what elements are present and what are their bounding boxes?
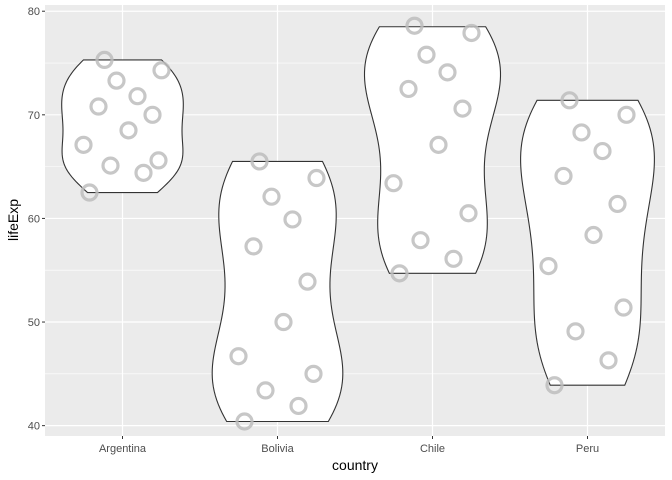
- data-point: [438, 63, 457, 82]
- data-point: [614, 298, 633, 317]
- x-tick-label: Peru: [576, 443, 599, 455]
- data-point: [384, 174, 403, 193]
- data-point: [134, 163, 153, 182]
- data-point: [307, 168, 326, 188]
- data-point: [95, 50, 114, 70]
- data-point: [152, 61, 171, 80]
- data-point: [274, 312, 293, 332]
- data-point: [444, 249, 463, 268]
- data-point: [304, 364, 323, 383]
- x-tick-label: Argentina: [99, 443, 147, 455]
- data-point: [74, 135, 93, 154]
- x-tick-label: Bolivia: [261, 443, 294, 455]
- data-point: [453, 99, 472, 118]
- data-point: [566, 322, 585, 341]
- x-tick-label: Chile: [420, 443, 445, 455]
- data-point: [107, 71, 126, 90]
- y-tick-label: 40: [28, 421, 40, 433]
- data-point: [417, 45, 436, 64]
- data-point: [390, 264, 409, 283]
- x-axis: Argentina Bolivia Chile Peru: [99, 436, 599, 455]
- data-point: [572, 123, 591, 142]
- y-axis: 40 50 60 70 80: [28, 6, 45, 433]
- data-point: [411, 231, 430, 250]
- data-point: [244, 237, 263, 256]
- y-tick-label: 70: [28, 110, 40, 122]
- data-point: [89, 97, 108, 116]
- data-point: [617, 105, 636, 124]
- data-point: [101, 156, 120, 175]
- y-tick-label: 80: [28, 6, 40, 18]
- violin-peru: [520, 99, 655, 386]
- data-point: [149, 151, 168, 170]
- data-point: [560, 91, 579, 110]
- data-point: [459, 204, 478, 223]
- y-axis-title: lifeExp: [5, 199, 21, 241]
- data-point: [235, 412, 254, 431]
- data-point: [429, 135, 448, 154]
- data-point: [143, 105, 162, 124]
- data-point: [80, 183, 99, 202]
- y-tick-label: 50: [28, 317, 40, 329]
- data-point: [599, 351, 618, 370]
- data-point: [545, 376, 564, 395]
- data-points: [74, 16, 636, 431]
- data-point: [119, 121, 138, 140]
- data-point: [554, 166, 573, 186]
- data-point: [256, 381, 275, 400]
- data-point: [229, 347, 248, 366]
- data-point: [539, 256, 558, 276]
- data-point: [399, 79, 418, 99]
- data-point: [462, 23, 481, 43]
- data-point: [128, 87, 147, 106]
- data-point: [289, 396, 308, 416]
- data-point: [262, 187, 281, 206]
- data-point: [593, 141, 612, 161]
- y-tick-label: 60: [28, 213, 40, 225]
- data-point: [608, 194, 627, 214]
- data-point: [584, 225, 603, 245]
- data-point: [298, 272, 317, 291]
- data-point: [283, 210, 302, 229]
- data-point: [405, 16, 424, 35]
- data-point: [250, 152, 269, 171]
- x-axis-title: country: [332, 457, 378, 473]
